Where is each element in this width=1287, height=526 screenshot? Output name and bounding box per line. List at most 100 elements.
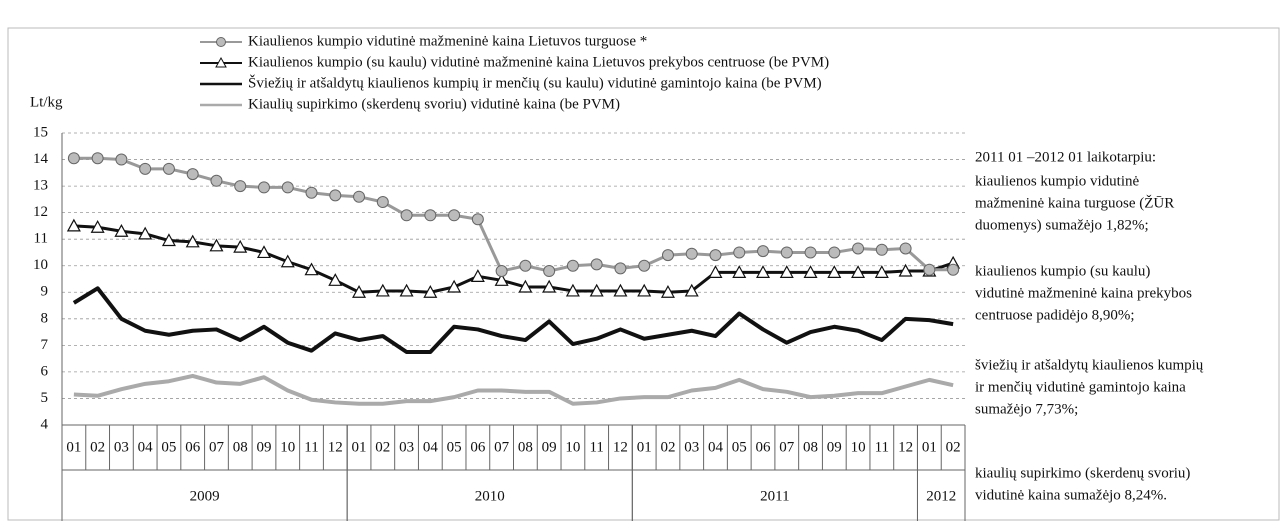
- annotation: kiaulienos kumpio (su kaulu): [975, 263, 1150, 279]
- marker: [138, 226, 153, 240]
- marker: [614, 262, 627, 275]
- x-tick-label: 09: [256, 439, 271, 455]
- x-tick-label: 01: [922, 439, 937, 455]
- marker: [209, 238, 224, 252]
- annotation: kiaulienos kumpio vidutinė: [975, 173, 1139, 189]
- marker: [353, 190, 366, 203]
- marker: [329, 189, 342, 202]
- annotation: vidutinė mažmeninė kaina prekybos: [975, 285, 1192, 301]
- x-tick-label: 03: [684, 439, 699, 455]
- x-tick-label: 05: [161, 439, 176, 455]
- marker: [660, 285, 675, 298]
- x-tick-label: 01: [637, 439, 652, 455]
- legend-marker: [216, 37, 226, 47]
- marker: [305, 186, 318, 199]
- marker: [851, 265, 866, 278]
- annotation: centruose padidėjo 8,90%;: [975, 307, 1135, 323]
- y-tick-label: 13: [33, 178, 48, 194]
- year-label: 2012: [926, 488, 956, 504]
- x-tick-label: 05: [447, 439, 462, 455]
- y-tick-label: 10: [33, 257, 48, 273]
- marker: [114, 223, 129, 237]
- marker: [543, 265, 556, 278]
- marker: [233, 239, 248, 253]
- marker: [91, 152, 104, 165]
- annotation: sumažėjo 7,73%;: [975, 401, 1078, 417]
- marker: [280, 254, 295, 268]
- marker: [566, 259, 579, 272]
- marker: [494, 273, 509, 286]
- marker: [923, 263, 936, 276]
- x-tick-label: 01: [66, 439, 81, 455]
- x-tick-label: 08: [233, 439, 248, 455]
- x-tick-label: 04: [138, 439, 154, 455]
- marker: [376, 196, 389, 209]
- marker: [115, 153, 128, 166]
- x-tick-label: 02: [660, 439, 675, 455]
- marker: [898, 263, 913, 277]
- y-axis-label: Lt/kg: [30, 94, 63, 110]
- marker: [234, 180, 247, 193]
- marker: [757, 245, 770, 258]
- y-tick-label: 11: [34, 231, 48, 247]
- marker: [139, 162, 152, 175]
- x-tick-label: 11: [875, 439, 889, 455]
- annotation: vidutinė kaina sumažėjo 8,24%.: [975, 487, 1167, 503]
- x-tick-label: 06: [185, 439, 201, 455]
- y-tick-label: 5: [41, 390, 49, 406]
- marker: [210, 174, 223, 187]
- year-label: 2009: [190, 488, 220, 504]
- annotation: 2011 01 –2012 01 laikotarpiu:: [975, 149, 1156, 165]
- x-tick-label: 03: [399, 439, 414, 455]
- series-line: [72, 286, 954, 354]
- marker: [827, 265, 842, 278]
- marker: [519, 259, 532, 272]
- marker: [875, 243, 888, 256]
- x-tick-label: 07: [779, 439, 795, 455]
- marker: [828, 246, 841, 259]
- x-tick-label: 12: [613, 439, 628, 455]
- annotation: duomenys) sumažėjo 1,82%;: [975, 217, 1149, 233]
- x-tick-label: 02: [946, 439, 961, 455]
- marker: [424, 209, 437, 222]
- marker: [779, 265, 794, 278]
- x-tick-label: 11: [304, 439, 318, 455]
- x-tick-label: 10: [565, 439, 580, 455]
- marker: [90, 219, 105, 233]
- annotation: mažmeninė kaina turguose (ŽŪR: [975, 194, 1174, 211]
- marker: [471, 213, 484, 226]
- x-tick-label: 05: [732, 439, 747, 455]
- y-tick-label: 7: [41, 337, 49, 353]
- marker: [161, 233, 176, 247]
- series-line: [73, 373, 954, 406]
- marker: [281, 181, 294, 194]
- x-tick-label: 12: [328, 439, 343, 455]
- marker: [589, 283, 604, 297]
- marker: [328, 273, 343, 286]
- x-tick-label: 09: [542, 439, 557, 455]
- annotation: šviežių ir atšaldytų kiaulienos kumpių: [975, 357, 1204, 373]
- marker: [565, 283, 580, 297]
- x-tick-label: 07: [494, 439, 510, 455]
- legend-label: Kiaulienos kumpio (su kaulu) vidutinė ma…: [248, 54, 829, 70]
- x-tick-label: 09: [827, 439, 842, 455]
- legend-label: Šviežių ir atšaldytų kiaulienos kumpių i…: [248, 74, 822, 91]
- marker: [423, 285, 438, 298]
- marker: [803, 265, 818, 278]
- x-tick-label: 11: [589, 439, 603, 455]
- x-tick-label: 10: [851, 439, 866, 455]
- marker: [756, 265, 771, 278]
- annotation: ir menčių vidutinė gamintojo kaina: [975, 379, 1186, 395]
- legend-label: Kiaulienos kumpio vidutinė mažmeninė kai…: [248, 33, 647, 49]
- marker: [661, 249, 674, 262]
- marker: [613, 283, 628, 297]
- x-tick-label: 01: [352, 439, 367, 455]
- x-tick-label: 08: [803, 439, 818, 455]
- marker: [874, 265, 889, 278]
- marker: [852, 242, 865, 255]
- marker: [447, 279, 462, 293]
- marker: [399, 283, 414, 297]
- marker: [542, 279, 557, 293]
- year-label: 2011: [760, 488, 789, 504]
- marker: [684, 283, 699, 297]
